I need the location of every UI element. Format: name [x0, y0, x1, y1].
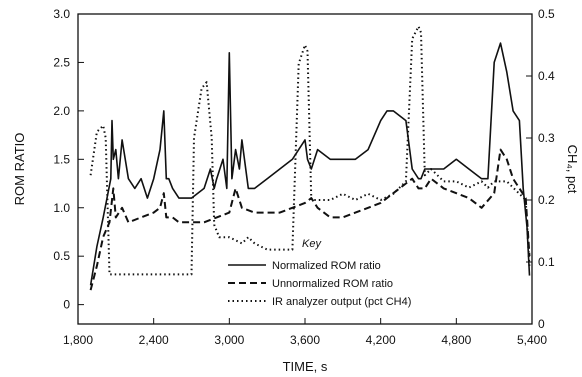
series-ir-analyzer-output	[89, 25, 531, 276]
left-tick-label: 3.0	[53, 7, 70, 21]
x-tick-label: 2,400	[139, 333, 169, 347]
right-tick-label: 0.1	[538, 255, 555, 269]
x-tick-label: 5,400	[517, 333, 547, 347]
x-axis-label: TIME, s	[283, 359, 328, 374]
left-tick-label: 2.0	[53, 104, 70, 118]
x-tick-label: 4,800	[441, 333, 471, 347]
left-tick-label: 1.0	[53, 201, 70, 215]
series-layer	[89, 25, 531, 291]
legend-title: Key	[302, 238, 322, 250]
right-tick-label: 0.5	[538, 7, 555, 21]
right-tick-label: 0.4	[538, 69, 555, 83]
right-tick-label: 0	[538, 317, 545, 331]
series-unnormalized-rom-ratio	[89, 148, 531, 291]
legend: Key Normalized ROM ratio Unnormalized RO…	[228, 238, 411, 308]
left-tick-label: 0	[63, 298, 70, 312]
left-axis-label: ROM RATIO	[12, 133, 27, 206]
x-tick-label: 3,600	[290, 333, 320, 347]
right-axis-ticks: 0 0.1 0.2 0.3 0.4 0.5	[526, 7, 555, 331]
left-tick-label: 1.5	[53, 152, 70, 166]
x-tick-label: 4,200	[366, 333, 396, 347]
right-tick-label: 0.3	[538, 131, 555, 145]
left-tick-label: 0.5	[53, 249, 70, 263]
legend-label-ir: IR analyzer output (pct CH4)	[272, 296, 411, 308]
legend-label-unnormalized: Unnormalized ROM ratio	[272, 278, 393, 290]
left-tick-label: 2.5	[53, 55, 70, 69]
left-axis-ticks: 0 0.5 1.0 1.5 2.0 2.5 3.0	[53, 7, 84, 312]
x-tick-label: 3,000	[214, 333, 244, 347]
x-tick-label: 1,800	[63, 333, 93, 347]
series-normalized-rom-ratio	[89, 42, 531, 286]
right-tick-label: 0.2	[538, 193, 555, 207]
legend-label-normalized: Normalized ROM ratio	[272, 260, 381, 272]
x-axis-ticks: 1,800 2,400 3,000 3,600 4,200 4,800 5,400	[63, 318, 547, 347]
right-axis-label: CH₄, pct	[565, 145, 580, 194]
